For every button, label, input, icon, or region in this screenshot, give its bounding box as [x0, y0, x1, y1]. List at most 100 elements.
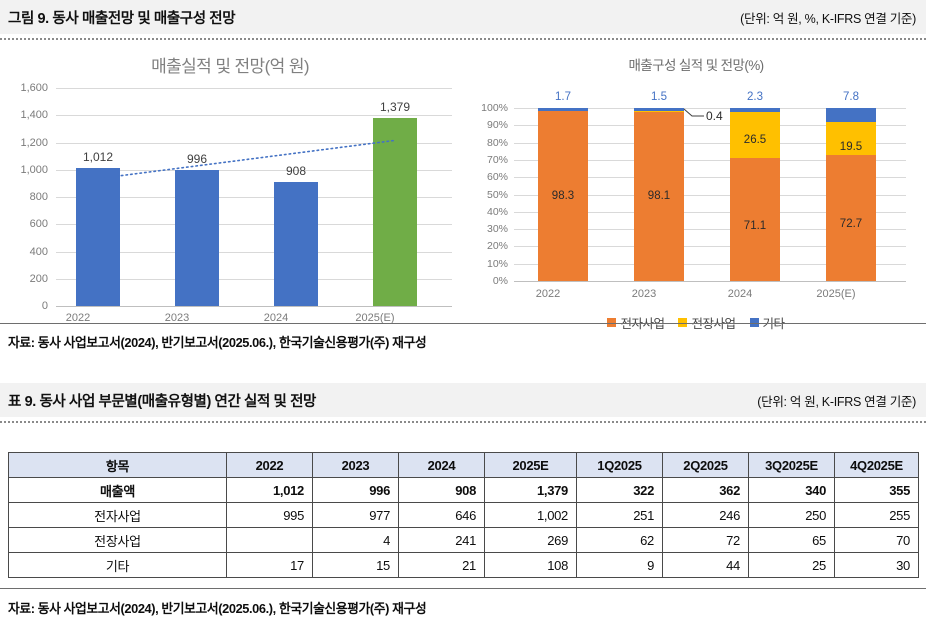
figure-source-rule [0, 323, 926, 324]
composition-plot-area: 100% 90% 80% 70% 60% 50% 40% 30% 20% 10%… [466, 72, 926, 331]
table-source-note: 자료: 동사 사업보고서(2024), 반기보고서(2025.06.), 한국기… [8, 601, 427, 616]
legend-swatch-blue [749, 318, 759, 327]
ytick-label: 80% [486, 136, 508, 149]
legend-swatch-yellow [678, 318, 688, 327]
legend-label: 기타 [762, 317, 786, 331]
col-header-2q2025: 2Q2025 [662, 452, 749, 478]
segment-automotive [826, 121, 876, 156]
segment-electronics [538, 111, 588, 281]
xtick-label: 2024 [727, 288, 753, 300]
xtick-label: 2024 [263, 312, 289, 324]
cell: 908 [398, 477, 485, 503]
revenue-chart-title: 매출실적 및 전망(억 원) [151, 57, 309, 76]
table-unit-note: (단위: 억 원, K-IFRS 연결 기준) [757, 394, 916, 409]
cell: 25 [748, 552, 835, 578]
cell: 246 [662, 502, 749, 528]
cell: 255 [834, 502, 919, 528]
bar-2025e [373, 118, 417, 306]
cell: 995 [226, 502, 313, 528]
segment-automotive [730, 112, 780, 158]
gridline [56, 197, 452, 198]
ytick-label: 200 [29, 272, 48, 285]
cell: 355 [834, 477, 919, 503]
segment-value-electronics: 71.1 [743, 220, 767, 232]
cell: 72 [662, 527, 749, 553]
cell: 21 [398, 552, 485, 578]
bar-value-2023: 996 [186, 152, 208, 166]
ytick-label: 1,000 [20, 163, 48, 176]
legend-label: 전자사업 [620, 317, 665, 331]
bar-value-2025e: 1,379 [379, 100, 411, 114]
col-header-2023: 2023 [312, 452, 399, 478]
row-label-automotive: 전장사업 [8, 527, 227, 553]
segment-value-automotive: 26.5 [743, 134, 767, 146]
table-section-header: 표 9. 동사 사업 부문별(매출유형별) 연간 실적 및 전망 (단위: 억 … [0, 383, 926, 417]
gridline [514, 263, 906, 265]
segment-value-other: 7.8 [843, 91, 859, 103]
stack-2022 [538, 108, 588, 281]
gridline [56, 224, 452, 226]
ytick-label: 20% [486, 240, 508, 253]
cell: 362 [662, 477, 749, 503]
axis-baseline [56, 306, 452, 307]
row-label-other: 기타 [8, 552, 227, 578]
stacked-bars-layer: 98.3 1.7 98.1 1.5 0.4 [514, 91, 906, 281]
gridline [514, 177, 906, 179]
cell: 269 [484, 527, 577, 553]
bar-value-2024: 908 [285, 164, 307, 178]
cell [226, 527, 313, 553]
segment-value-electronics: 98.1 [647, 190, 671, 202]
gridline [56, 88, 452, 89]
table-source-rule [0, 588, 926, 589]
figure-unit-note: (단위: 억 원, %, K-IFRS 연결 기준) [740, 11, 916, 26]
gridline [56, 142, 452, 144]
gridline [56, 278, 452, 280]
table-row: 전장사업 4 241 269 62 72 65 70 [8, 527, 919, 553]
business-segment-table: 항목 2022 2023 2024 2025E 1Q2025 2Q2025 3Q… [8, 452, 919, 578]
xtick-label: 2025(E) [816, 288, 856, 300]
table-header-row: 항목 2022 2023 2024 2025E 1Q2025 2Q2025 3Q… [8, 452, 919, 478]
callout-leader-line [683, 108, 704, 117]
cell: 17 [226, 552, 313, 578]
cell: 15 [312, 552, 399, 578]
segment-value-automotive: 19.5 [839, 141, 863, 153]
col-header-3q2025e: 3Q2025E [748, 452, 835, 478]
gridline [514, 246, 906, 248]
gridline [56, 251, 452, 253]
legend-swatch-orange [607, 318, 617, 327]
cell: 62 [576, 527, 663, 553]
xtick-label: 2022 [65, 312, 91, 324]
cell: 977 [312, 502, 399, 528]
segment-other [826, 108, 876, 122]
cell: 996 [312, 477, 399, 503]
ytick-label: 0 [41, 300, 48, 312]
legend-item-automotive: 전장사업 [678, 313, 736, 332]
xtick-label: 2022 [535, 288, 561, 300]
cell: 322 [576, 477, 663, 503]
segment-value-other: 2.3 [747, 91, 763, 103]
ytick-label: 70% [486, 153, 508, 166]
gridline [514, 194, 906, 196]
stack-2024 [730, 108, 780, 281]
ytick-label: 1,400 [20, 109, 48, 122]
segment-automotive [634, 110, 684, 112]
composition-chart: 매출구성 실적 및 전망(%) 100% 90% 80% 70% 60% 50%… [466, 48, 926, 331]
gridline [514, 108, 906, 109]
cell: 108 [484, 552, 577, 578]
gridline [514, 211, 906, 213]
cell: 4 [312, 527, 399, 553]
segment-electronics [826, 155, 876, 281]
gridline [56, 169, 452, 171]
figure-divider [0, 38, 926, 40]
segment-other [730, 108, 780, 113]
segment-value-other: 1.5 [651, 91, 667, 103]
table-row: 전자사업 995 977 646 1,002 251 246 250 255 [8, 502, 919, 528]
figure-source-note: 자료: 동사 사업보고서(2024), 반기보고서(2025.06.), 한국기… [8, 335, 427, 350]
cell: 30 [834, 552, 919, 578]
cell: 1,002 [484, 502, 577, 528]
table-row: 매출액 1,012 996 908 1,379 322 362 340 355 [8, 477, 919, 503]
cell: 241 [398, 527, 485, 553]
revenue-plot-area: 1,600 1,400 1,200 1,000 800 600 400 200 … [0, 74, 460, 324]
xtick-label: 2025(E) [355, 312, 395, 324]
legend-label: 전장사업 [691, 317, 736, 331]
